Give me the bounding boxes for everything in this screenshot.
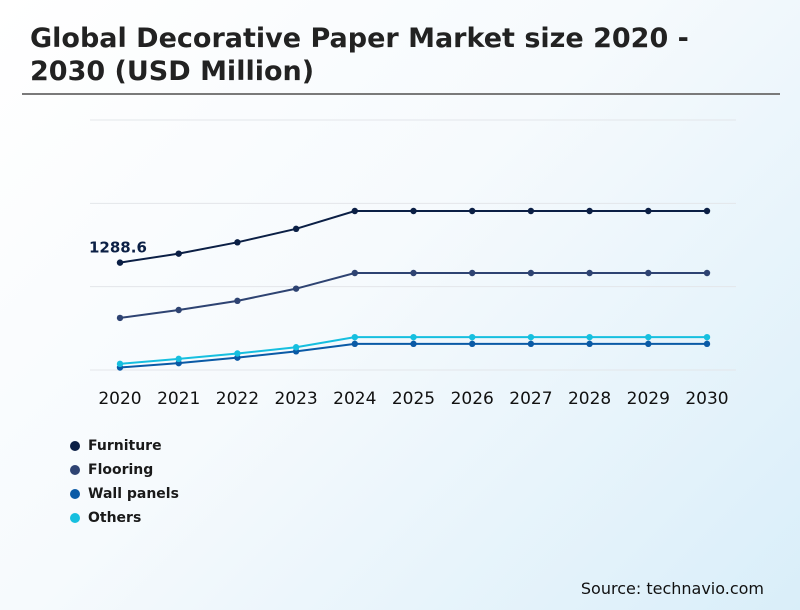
data-point: [292, 225, 300, 233]
legend-label: Furniture: [88, 438, 162, 454]
x-tick-label: 2027: [509, 389, 552, 409]
legend-label: Flooring: [88, 462, 154, 478]
data-point: [469, 340, 476, 348]
legend-marker-icon: [70, 465, 80, 475]
x-tick-label: 2023: [274, 389, 317, 409]
legend-marker-icon: [70, 513, 80, 523]
legend-item-flooring: Flooring: [70, 458, 179, 482]
data-point: [116, 259, 124, 266]
x-tick-label: 2024: [333, 389, 376, 409]
x-tick-label: 2022: [216, 389, 259, 409]
data-point: [586, 207, 593, 215]
data-point: [175, 355, 182, 363]
data-point: [645, 333, 652, 341]
title-divider: [22, 93, 780, 95]
x-tick-label: 2025: [392, 389, 435, 409]
data-point: [351, 340, 358, 348]
legend-item-wall-panels: Wall panels: [70, 482, 179, 506]
x-tick-label: 2029: [627, 389, 670, 409]
legend-item-others: Others: [70, 506, 179, 530]
legend-label: Wall panels: [88, 486, 179, 502]
data-point: [410, 340, 417, 348]
data-point: [351, 333, 358, 341]
data-point: [469, 333, 476, 341]
line-chart: 2020 2021 2022 2023 2024 2025 2026 2027 2028 2029…: [89, 119, 736, 409]
chart-title: Global Decorative Paper Market size 2020…: [30, 23, 689, 87]
source-credit: Source: technavio.com: [580, 579, 764, 598]
data-point: [586, 340, 593, 348]
data-point: [527, 269, 535, 277]
data-point: [410, 269, 417, 277]
data-point: [351, 207, 358, 215]
data-point: [527, 207, 535, 215]
x-tick-label: 2021: [157, 389, 200, 409]
data-point: [469, 207, 476, 215]
data-point: [703, 333, 711, 341]
data-point: [586, 269, 593, 277]
data-point: [410, 207, 417, 215]
data-point: [175, 250, 182, 257]
data-point: [116, 314, 124, 322]
data-point: [116, 360, 124, 368]
data-label: 1288.6: [89, 239, 147, 257]
legend-label: Others: [88, 510, 142, 526]
x-tick-label: 2026: [451, 389, 494, 409]
data-point: [175, 306, 182, 314]
data-point: [292, 344, 300, 351]
x-tick-label: 2028: [568, 389, 611, 409]
series-line-0: [119, 210, 707, 264]
data-point: [292, 285, 300, 292]
data-point: [234, 350, 241, 357]
data-point: [645, 207, 652, 215]
data-point: [410, 333, 417, 341]
x-tick-label: 2030: [685, 389, 728, 409]
legend-item-furniture: Furniture: [70, 434, 179, 458]
data-point: [527, 340, 535, 348]
data-point: [645, 269, 652, 277]
data-point: [527, 333, 535, 341]
data-point: [234, 297, 241, 305]
data-point: [703, 340, 711, 348]
data-point: [586, 333, 593, 341]
data-point: [351, 269, 358, 277]
series-line-1: [119, 272, 707, 319]
data-point: [234, 239, 241, 246]
x-tick-label: 2020: [98, 389, 141, 409]
data-point: [703, 269, 711, 277]
chart-legend: Furniture Flooring Wall panels Others: [70, 434, 179, 530]
data-point: [469, 269, 476, 277]
data-point: [645, 340, 652, 348]
data-point: [703, 207, 711, 215]
legend-marker-icon: [70, 441, 80, 451]
legend-marker-icon: [70, 489, 80, 499]
